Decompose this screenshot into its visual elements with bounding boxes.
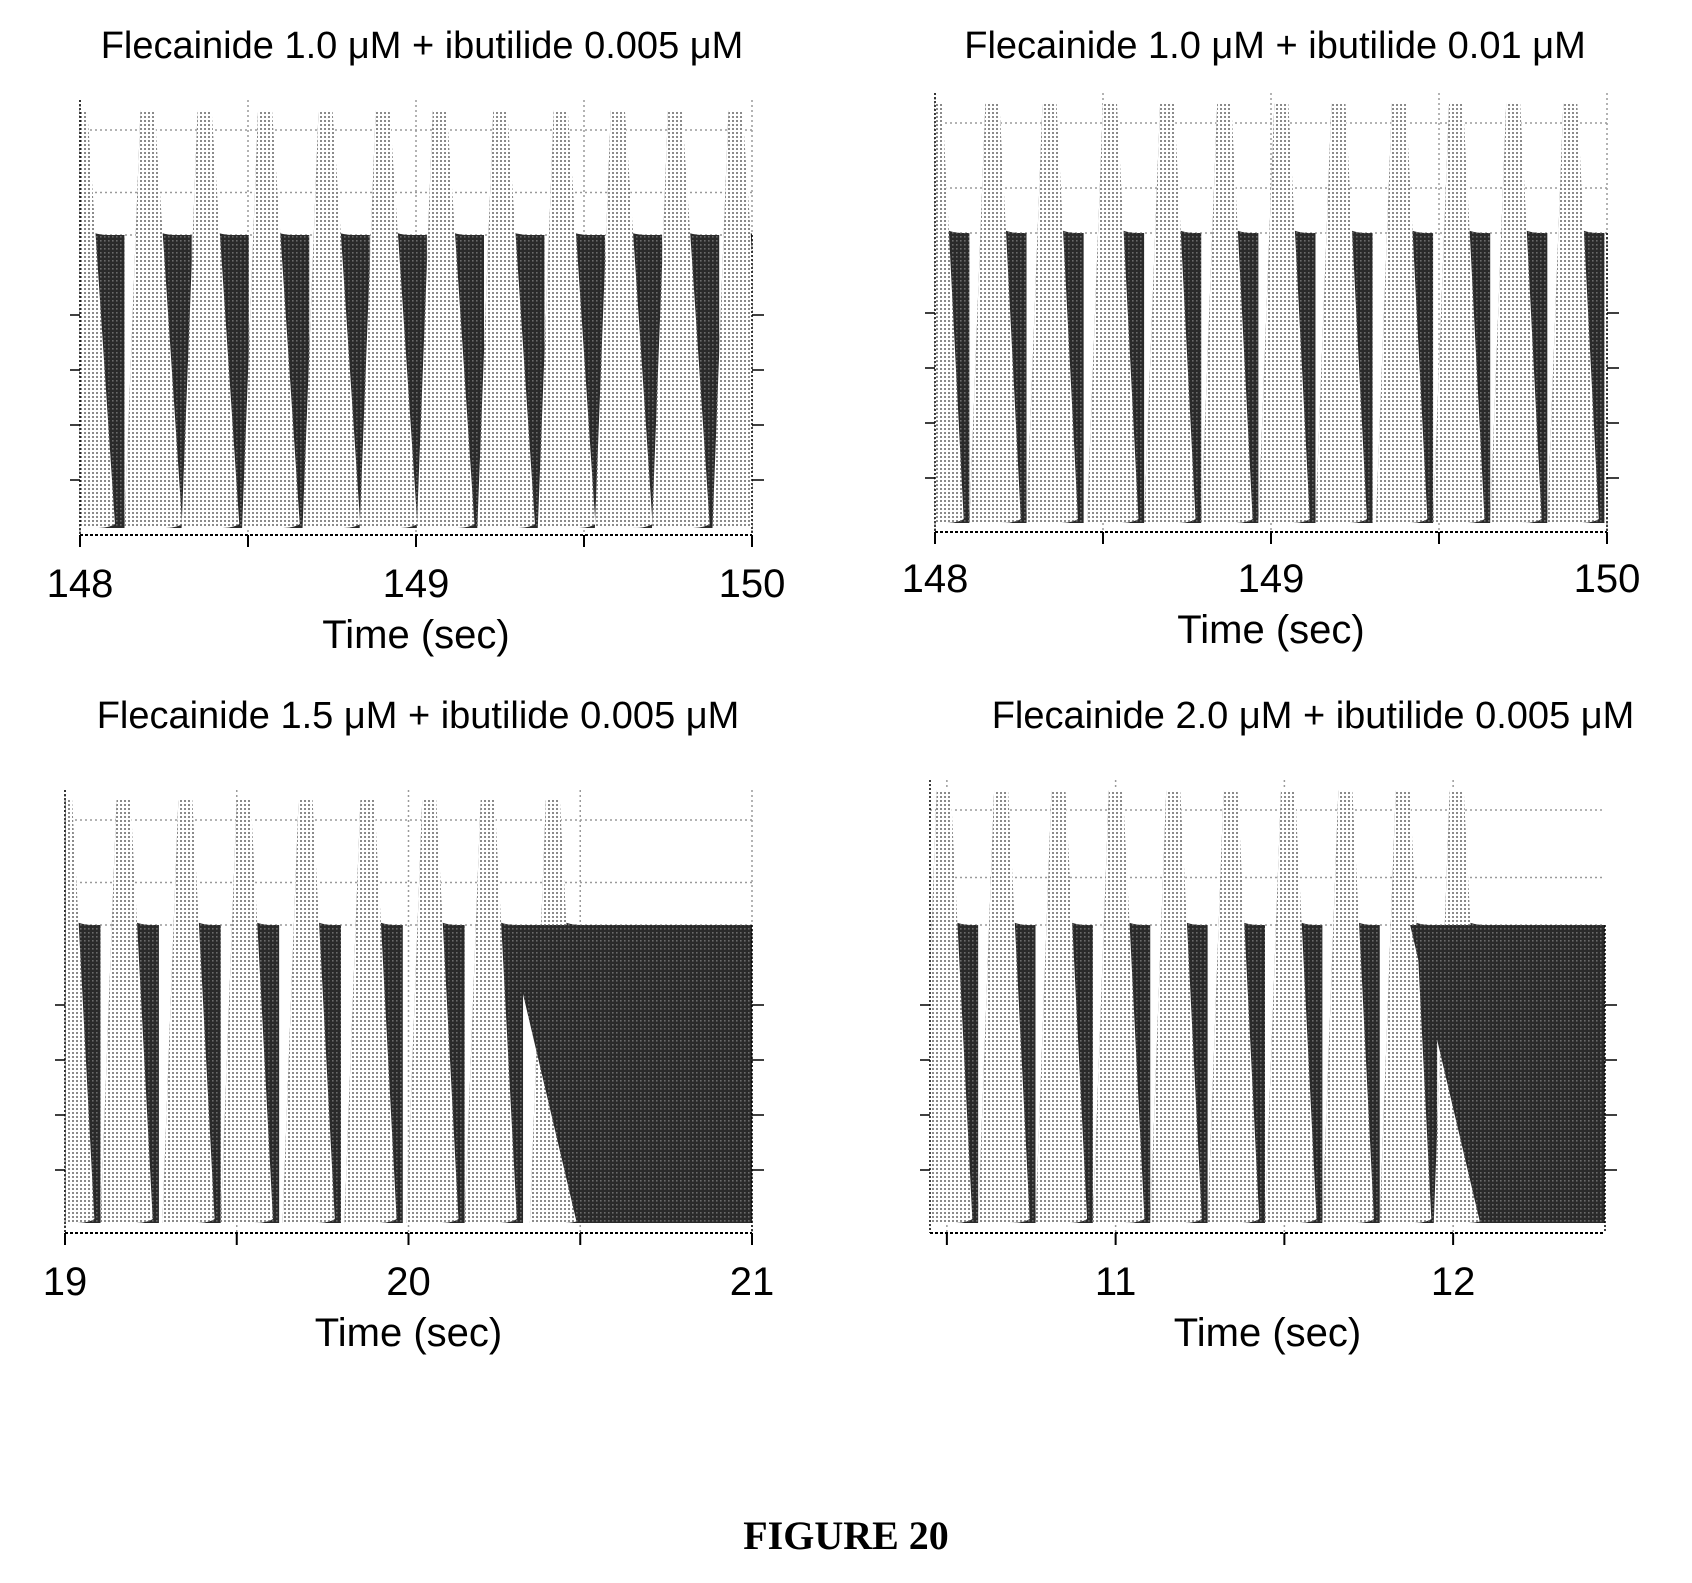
trace-repolarization-band	[359, 110, 418, 528]
trace-repolarization-band	[1087, 103, 1139, 523]
chart-panel-2: 148 149 150 Flecainide 1.0 μM + ibutilide 0…	[902, 25, 1641, 652]
trace-repolarization-band	[1265, 790, 1317, 1223]
trace-repolarization-band	[282, 800, 335, 1223]
trace-repolarization-band	[1207, 790, 1260, 1223]
chart-panel-1: 148 149 150 Flecainide 1.0 μM + ibutilide 0…	[47, 25, 786, 657]
x-tick-label: 150	[1574, 557, 1641, 601]
trace-repolarization-band	[1092, 790, 1145, 1223]
x-axis-label: Time (sec)	[1174, 1311, 1361, 1355]
trace-repolarization-band	[416, 110, 475, 528]
trace-repolarization-band	[1201, 103, 1253, 523]
x-axis-label: Time (sec)	[315, 1311, 502, 1355]
trace-repolarization-band	[477, 110, 535, 528]
trace-repolarization-band	[220, 800, 273, 1223]
trace-repolarization-band	[978, 790, 1030, 1223]
trace-repolarization-band	[969, 103, 1021, 523]
trace-sustained-region	[506, 925, 752, 1223]
trace-repolarization-band	[652, 110, 710, 528]
chart-panel-4: 11 12 Flecainide 2.0 μM + ibutilide 0.005 …	[920, 695, 1634, 1355]
trace-repolarization-band	[1026, 103, 1078, 523]
trace-repolarization-band	[80, 110, 115, 528]
figure-caption: FIGURE 20	[743, 1513, 949, 1558]
x-tick-label: 149	[1238, 557, 1305, 601]
trace-repolarization-band	[1379, 790, 1432, 1223]
panel-title: Flecainide 1.0 μM + ibutilide 0.005 μM	[101, 25, 744, 67]
x-tick-label: 150	[719, 562, 786, 606]
trace-repolarization-band	[935, 103, 964, 523]
trace-repolarization-band	[302, 110, 361, 528]
trace-group	[930, 790, 1605, 1223]
x-axis-label: Time (sec)	[1177, 608, 1364, 652]
trace-repolarization-band	[930, 790, 973, 1223]
trace-repolarization-band	[1315, 103, 1367, 523]
panel-title: Flecainide 1.5 μM + ibutilide 0.005 μM	[97, 695, 740, 737]
trace-repolarization-band	[1144, 103, 1196, 523]
x-tick-label: 11	[1095, 1260, 1137, 1304]
trace-repolarization-band	[344, 800, 397, 1223]
trace-repolarization-band	[537, 110, 596, 528]
trace-repolarization-band	[65, 800, 95, 1223]
panel-title: Flecainide 1.0 μM + ibutilide 0.01 μM	[964, 25, 1586, 67]
trace-repolarization-band	[1322, 790, 1374, 1223]
trace-repolarization-band	[594, 110, 653, 528]
chart-panel-3: 19 20 21 Flecainide 1.5 μM + ibutilide 0.00…	[43, 695, 775, 1355]
x-tick-label: 12	[1431, 1260, 1476, 1304]
trace-repolarization-band	[1547, 103, 1599, 523]
trace-repolarization-band	[1258, 103, 1310, 523]
trace-repolarization-band	[1490, 103, 1542, 523]
trace-group	[80, 110, 752, 528]
x-tick-label: 20	[386, 1260, 431, 1304]
trace-group	[65, 800, 752, 1223]
trace-repolarization-band	[1035, 790, 1088, 1223]
trace-group	[935, 103, 1605, 523]
x-axis-label: Time (sec)	[322, 613, 509, 657]
x-tick-label: 148	[47, 562, 114, 606]
trace-repolarization-band	[242, 110, 300, 528]
x-tick-label: 19	[43, 1260, 88, 1304]
trace-repolarization-band	[464, 800, 517, 1223]
x-tick-label: 148	[902, 557, 969, 601]
trace-repolarization-band	[712, 110, 752, 528]
panel-title: Flecainide 2.0 μM + ibutilide 0.005 μM	[992, 695, 1635, 737]
trace-repolarization-band	[1375, 103, 1428, 523]
x-tick-label: 149	[383, 562, 450, 606]
trace-repolarization-band	[1433, 103, 1485, 523]
trace-sustained-region	[1410, 925, 1605, 1223]
trace-repolarization-band	[1150, 790, 1202, 1223]
trace-repolarization-band	[124, 110, 183, 528]
trace-repolarization-band	[100, 800, 153, 1223]
trace-repolarization-band	[162, 800, 215, 1223]
trace-repolarization-band	[181, 110, 240, 528]
x-tick-label: 21	[730, 1260, 775, 1304]
trace-repolarization-band	[406, 800, 459, 1223]
